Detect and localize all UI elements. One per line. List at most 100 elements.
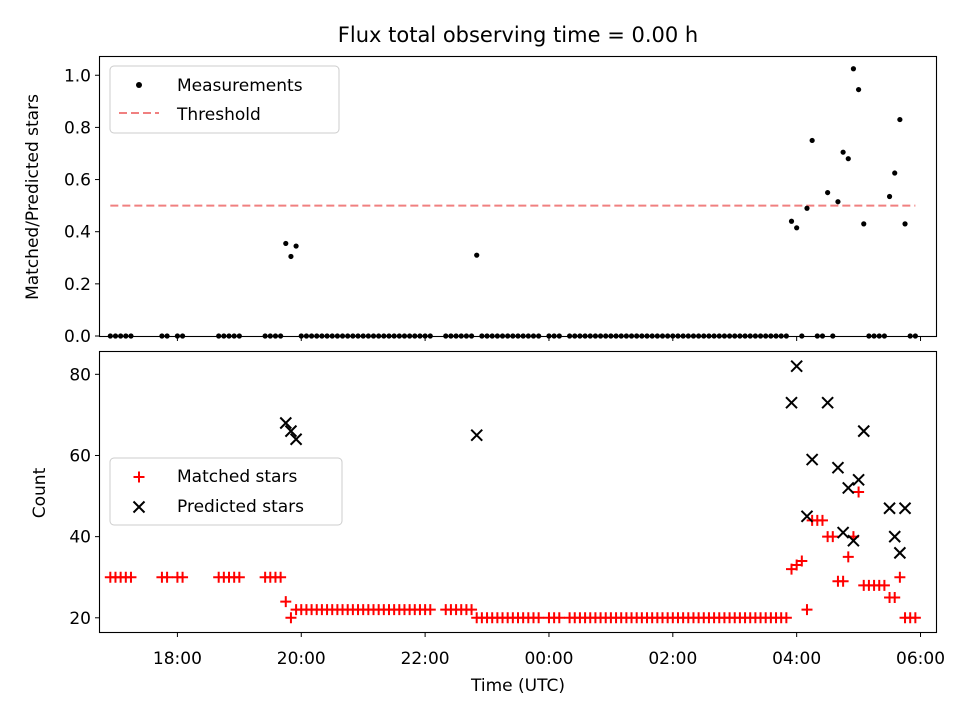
legend-x-glyph	[132, 500, 146, 514]
measurement-point	[484, 333, 490, 339]
predicted-star-point	[893, 546, 907, 560]
x-tick-label: 02:00	[648, 649, 697, 669]
measurement-point	[350, 333, 356, 339]
measurement-point	[737, 333, 743, 339]
measurement-point	[324, 333, 330, 339]
matched-star-point	[466, 604, 478, 616]
matched-star-point	[842, 551, 854, 563]
matched-star-point	[233, 571, 245, 583]
matched-star-point	[827, 531, 839, 543]
measurement-point	[850, 66, 857, 72]
matched-star-point	[280, 596, 292, 608]
measurement-point	[608, 333, 614, 339]
measurement-point	[603, 333, 609, 339]
measurement-point	[417, 333, 423, 339]
measurement-point	[912, 333, 918, 339]
bottom-y-ticks: 20 40 60 80	[69, 365, 100, 629]
measurement-point	[809, 137, 815, 144]
measurement-point	[690, 333, 697, 339]
measurement-point	[412, 333, 418, 339]
top-y-ticks: 0.0 0.2 0.4 0.6 0.8 1.0	[64, 66, 100, 347]
measurement-point	[370, 333, 377, 339]
measurement-point	[747, 333, 753, 339]
measurement-point	[355, 333, 361, 339]
matched-star-point	[878, 579, 890, 591]
top-y-tick-label: 0.2	[64, 275, 91, 295]
measurement-point	[422, 333, 428, 339]
x-tick-label: 00:00	[524, 649, 573, 669]
matched-star-point	[837, 575, 849, 587]
x-tick-label: 20:00	[277, 649, 326, 669]
measurement-point	[453, 333, 459, 339]
matched-star-point	[853, 486, 865, 498]
bottom-y-tick-label: 80	[69, 365, 91, 385]
measurement-point	[639, 333, 645, 339]
measurement-point	[128, 333, 134, 339]
measurement-point	[794, 225, 800, 231]
legend-predicted-label: Predicted stars	[177, 497, 304, 517]
predicted-star-point	[857, 424, 870, 438]
predicted-star-point	[847, 534, 860, 547]
measurement-point	[572, 333, 578, 339]
matched-star-point	[780, 612, 792, 624]
measurement-point	[381, 333, 387, 339]
measurement-point	[360, 333, 366, 339]
measurement-point	[474, 252, 480, 258]
top-panel: Matched/Predicted stars 0.0 0.2 0.4 0.6 0.8 1…	[23, 55, 938, 347]
measurement-point	[840, 149, 846, 155]
bottom-y-tick-label: 20	[69, 609, 91, 629]
measurement-point	[530, 333, 537, 339]
measurement-point	[778, 333, 784, 339]
measurement-point	[226, 333, 232, 339]
measurement-point	[221, 333, 227, 339]
measurement-point	[711, 333, 717, 339]
measurement-point	[525, 333, 531, 339]
measurement-point	[427, 333, 433, 339]
measurement-point	[314, 333, 320, 339]
measurement-point	[804, 205, 810, 211]
matched-star-point	[177, 571, 189, 583]
measurement-point	[556, 333, 562, 339]
measurements-series	[107, 66, 918, 339]
predicted-star-point	[284, 424, 298, 438]
matched-star-point	[424, 604, 436, 616]
matched-star-point	[909, 612, 921, 624]
matched-star-point	[796, 555, 808, 567]
bottom-legend: Matched stars Predicted stars	[109, 457, 343, 526]
measurement-point	[468, 333, 475, 339]
measurement-point	[634, 333, 640, 339]
measurement-point	[613, 333, 619, 339]
measurement-point	[654, 333, 660, 339]
predicted-star-point	[821, 396, 834, 409]
measurement-point	[866, 333, 872, 339]
predicted-star-point	[470, 428, 483, 442]
measurement-point	[623, 333, 629, 339]
measurement-point	[551, 333, 557, 339]
top-y-tick-label: 0.4	[64, 223, 91, 243]
measurement-point	[582, 333, 588, 339]
top-y-tick-label: 0.8	[64, 118, 91, 138]
measurement-point	[216, 333, 222, 339]
measurement-point	[752, 333, 758, 339]
matched-star-point	[125, 571, 137, 583]
legend-measurements-label: Measurements	[177, 76, 303, 96]
measurement-point	[788, 218, 795, 224]
measurement-point	[303, 333, 310, 339]
top-y-tick-label: 0.6	[64, 171, 91, 191]
measurement-point	[112, 333, 119, 339]
top-ylabel: Matched/Predicted stars	[23, 94, 43, 300]
bottom-panel: Count 20 40 60 80 18:00 20:00 22:00 00:00 02:00…	[30, 350, 945, 696]
measurement-point	[670, 333, 676, 339]
measurement-point	[489, 333, 495, 339]
measurement-point	[768, 333, 774, 339]
measurement-point	[861, 221, 867, 227]
measurement-point	[696, 333, 702, 339]
measurement-point	[118, 333, 124, 339]
measurement-point	[334, 333, 340, 339]
measurement-point	[732, 333, 738, 339]
measurement-point	[463, 333, 469, 339]
measurement-point	[293, 243, 299, 249]
bottom-axes-frame	[98, 350, 938, 634]
legend-plus-glyph	[133, 471, 145, 483]
matched-star-point	[553, 612, 565, 624]
